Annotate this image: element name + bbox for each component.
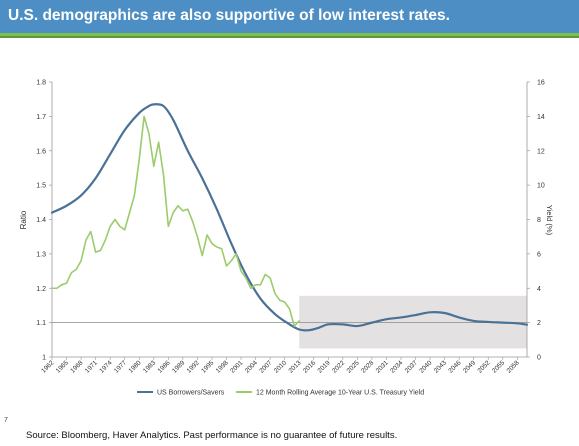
x-tick-label: 2037 — [404, 359, 419, 374]
x-tick-label: 1971 — [84, 359, 99, 374]
x-tick-label: 1986 — [157, 359, 172, 374]
x-tick-label: 1974 — [98, 359, 113, 374]
x-tick-label: 2016 — [302, 359, 317, 374]
y-axis-label: Ratio — [19, 210, 28, 229]
x-tick-label: 2019 — [317, 359, 332, 374]
x-tick-label: 1980 — [127, 359, 142, 374]
x-tick-label: 1983 — [142, 359, 157, 374]
x-tick-label: 2025 — [346, 359, 361, 374]
series-borrowers-savers-line — [50, 103, 529, 332]
left-tick-label: 1.6 — [36, 148, 46, 155]
right-tick-label: 12 — [537, 148, 545, 155]
y2-axis-label: Yield (%) — [545, 205, 554, 236]
legend-label: US Borrowers/Savers — [157, 390, 225, 397]
title-banner: U.S. demographics are also supportive of… — [0, 0, 579, 33]
x-tick-label: 1992 — [186, 359, 201, 374]
legend-label: 12 Month Rolling Average 10-Year U.S. Tr… — [256, 390, 424, 397]
left-tick-label: 1.2 — [36, 286, 46, 293]
x-tick-label: 1968 — [69, 359, 84, 374]
x-tick-label: 1965 — [55, 359, 70, 374]
series-lines — [50, 103, 529, 332]
page-title: U.S. demographics are also supportive of… — [8, 7, 450, 24]
left-tick-label: 1.4 — [36, 217, 46, 224]
x-tick-label: 2049 — [462, 359, 477, 374]
right-tick-label: 10 — [537, 183, 545, 190]
right-tick-label: 8 — [537, 217, 541, 224]
right-tick-label: 2 — [537, 320, 541, 327]
left-tick-label: 1.8 — [36, 80, 46, 87]
x-tick-label: 2055 — [491, 359, 506, 374]
x-tick-label: 2058 — [506, 359, 521, 374]
x-tick-label: 2040 — [418, 359, 433, 374]
x-tick-label: 2043 — [433, 359, 448, 374]
left-tick-label: 1.7 — [36, 114, 46, 121]
x-tick-label: 2004 — [244, 359, 259, 374]
line-chart: 11.11.21.31.41.51.61.71.8 0246810121416 … — [19, 80, 554, 397]
left-tick-label: 1.5 — [36, 183, 46, 190]
left-tick-label: 1 — [42, 355, 46, 362]
x-tick-label: 2028 — [360, 359, 375, 374]
x-tick-label: 2034 — [389, 359, 404, 374]
x-tick-label: 2022 — [331, 359, 346, 374]
source-note: Source: Bloomberg, Haver Analytics. Past… — [26, 430, 398, 441]
x-tick-label: 1995 — [200, 359, 215, 374]
x-tick-label: 2010 — [273, 359, 288, 374]
legend: US Borrowers/Savers 12 Month Rolling Aver… — [137, 390, 424, 397]
x-tick-label: 2007 — [258, 359, 273, 374]
series-treasury-yield-line — [51, 115, 300, 327]
right-tick-label: 4 — [537, 286, 541, 293]
x-tick-label: 2031 — [375, 359, 390, 374]
right-tick-label: 6 — [537, 251, 541, 258]
right-tick-label: 16 — [537, 80, 545, 87]
right-tick-label: 14 — [537, 114, 545, 121]
x-tick-labels: 1962 1965 1968 1971 1974 1977 1980 1983 1986 1989… — [40, 357, 521, 375]
x-tick-label: 1989 — [171, 359, 186, 374]
left-tick-label: 1.3 — [36, 251, 46, 258]
x-tick-label: 2013 — [287, 359, 302, 374]
accent-rule-dark — [0, 36, 579, 38]
accent-rule — [0, 33, 579, 36]
right-tick-label: 0 — [537, 355, 541, 362]
right-tick-labels: 0 2 4 6 8 10 12 14 16 — [527, 80, 545, 362]
x-tick-label: 1998 — [215, 359, 230, 374]
x-tick-label: 2046 — [447, 359, 462, 374]
x-tick-label: 2001 — [229, 359, 244, 374]
page-number: 7 — [4, 417, 8, 424]
x-tick-label: 1962 — [40, 359, 55, 374]
left-tick-labels: 1 1.1 1.2 1.3 1.4 1.5 1.6 1.7 1.8 — [36, 80, 52, 362]
x-tick-label: 1977 — [113, 359, 128, 374]
left-tick-label: 1.1 — [36, 320, 46, 327]
x-tick-label: 2052 — [476, 359, 491, 374]
